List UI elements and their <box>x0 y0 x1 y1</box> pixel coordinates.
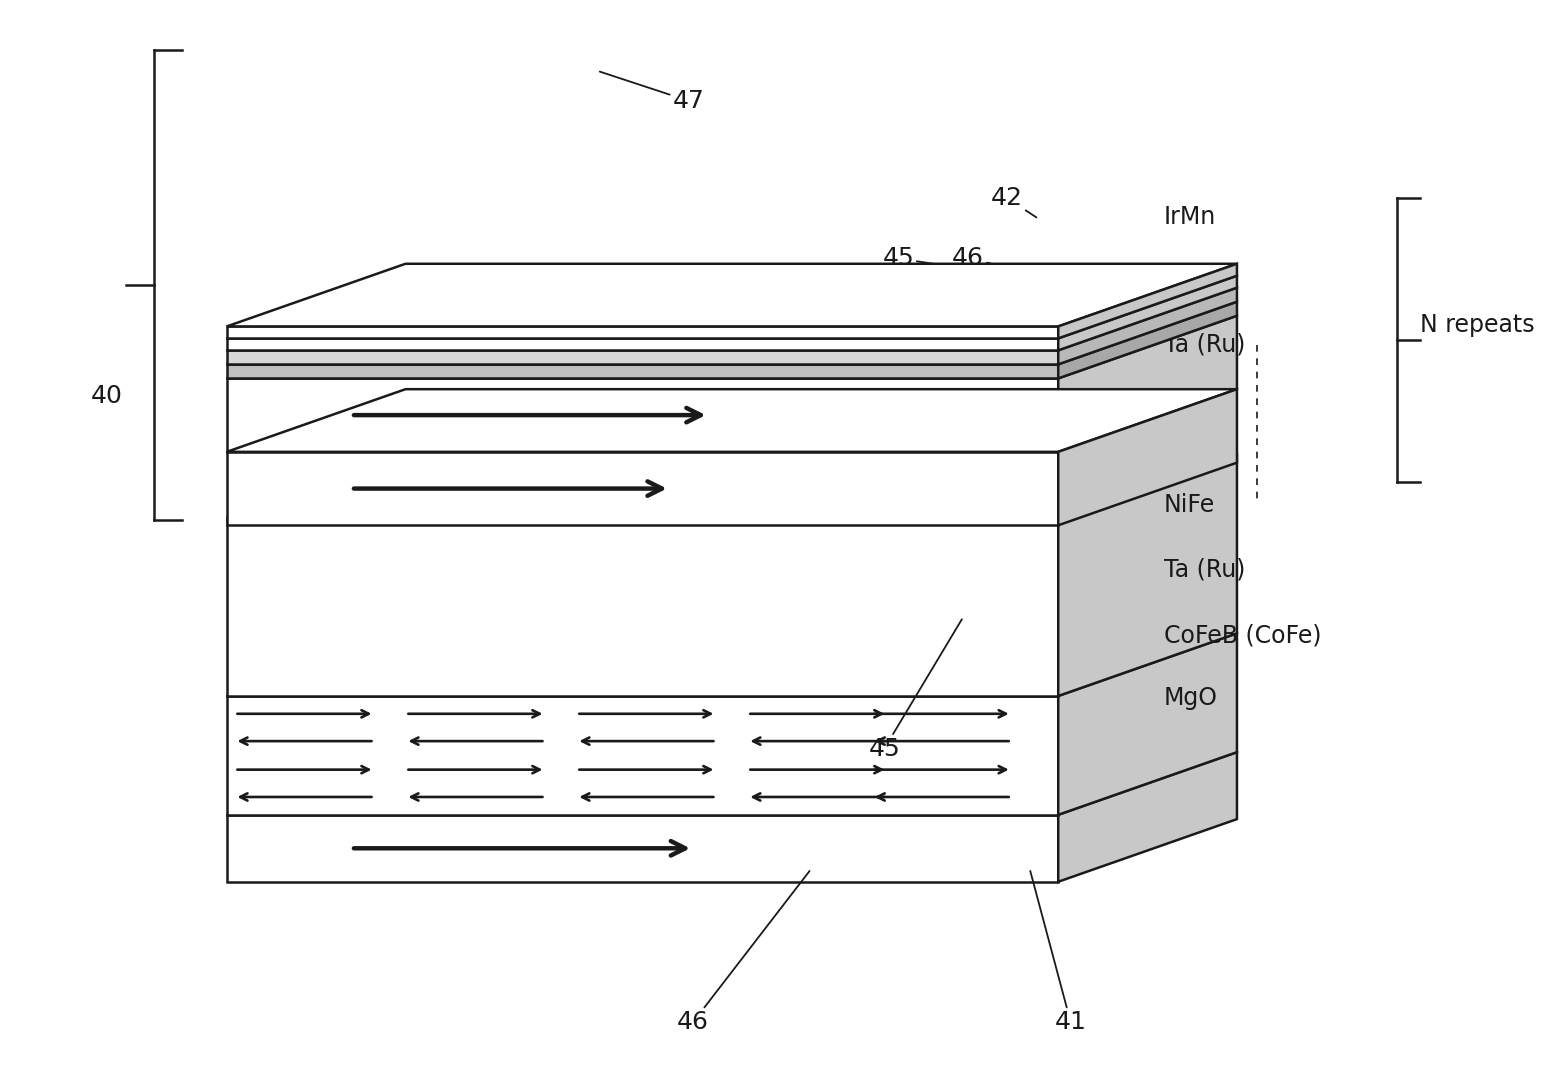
Polygon shape <box>227 326 1059 338</box>
Text: 46: 46 <box>952 247 1037 274</box>
Text: N repeats: N repeats <box>1420 313 1535 338</box>
Polygon shape <box>227 814 1059 882</box>
Text: Ta (Ru): Ta (Ru) <box>1164 558 1245 582</box>
Text: 41: 41 <box>1030 871 1087 1034</box>
Polygon shape <box>1059 455 1237 696</box>
Text: CoFeB (CoFe): CoFeB (CoFe) <box>1164 624 1322 648</box>
Polygon shape <box>1059 276 1237 350</box>
Text: MgO: MgO <box>1164 687 1218 710</box>
Polygon shape <box>227 696 1059 814</box>
Text: 45: 45 <box>882 247 999 274</box>
Polygon shape <box>227 452 1059 525</box>
Polygon shape <box>227 518 1059 696</box>
Polygon shape <box>1059 752 1237 882</box>
Polygon shape <box>1059 389 1237 525</box>
Polygon shape <box>1059 302 1237 378</box>
Polygon shape <box>227 316 1237 378</box>
Text: Ta (Ru): Ta (Ru) <box>1164 332 1245 357</box>
Polygon shape <box>227 264 1237 326</box>
Polygon shape <box>227 752 1237 814</box>
Text: 46: 46 <box>677 871 810 1034</box>
Text: 42: 42 <box>991 186 1037 218</box>
Polygon shape <box>227 634 1237 696</box>
Polygon shape <box>227 350 1059 364</box>
Polygon shape <box>227 389 1237 452</box>
Polygon shape <box>227 276 1237 338</box>
Polygon shape <box>1059 316 1237 452</box>
Polygon shape <box>1059 264 1237 338</box>
Polygon shape <box>1059 634 1237 814</box>
Text: NiFe: NiFe <box>1164 269 1215 292</box>
Polygon shape <box>227 378 1059 452</box>
Text: NiFe: NiFe <box>1164 493 1215 517</box>
Polygon shape <box>1059 288 1237 364</box>
Polygon shape <box>227 455 1237 518</box>
Polygon shape <box>227 338 1059 350</box>
Text: 47: 47 <box>600 71 705 113</box>
Polygon shape <box>227 288 1237 350</box>
Polygon shape <box>227 302 1237 364</box>
Text: IrMn: IrMn <box>1164 206 1217 230</box>
Text: 40: 40 <box>91 383 124 407</box>
Text: 45: 45 <box>868 619 962 761</box>
Polygon shape <box>227 364 1059 378</box>
